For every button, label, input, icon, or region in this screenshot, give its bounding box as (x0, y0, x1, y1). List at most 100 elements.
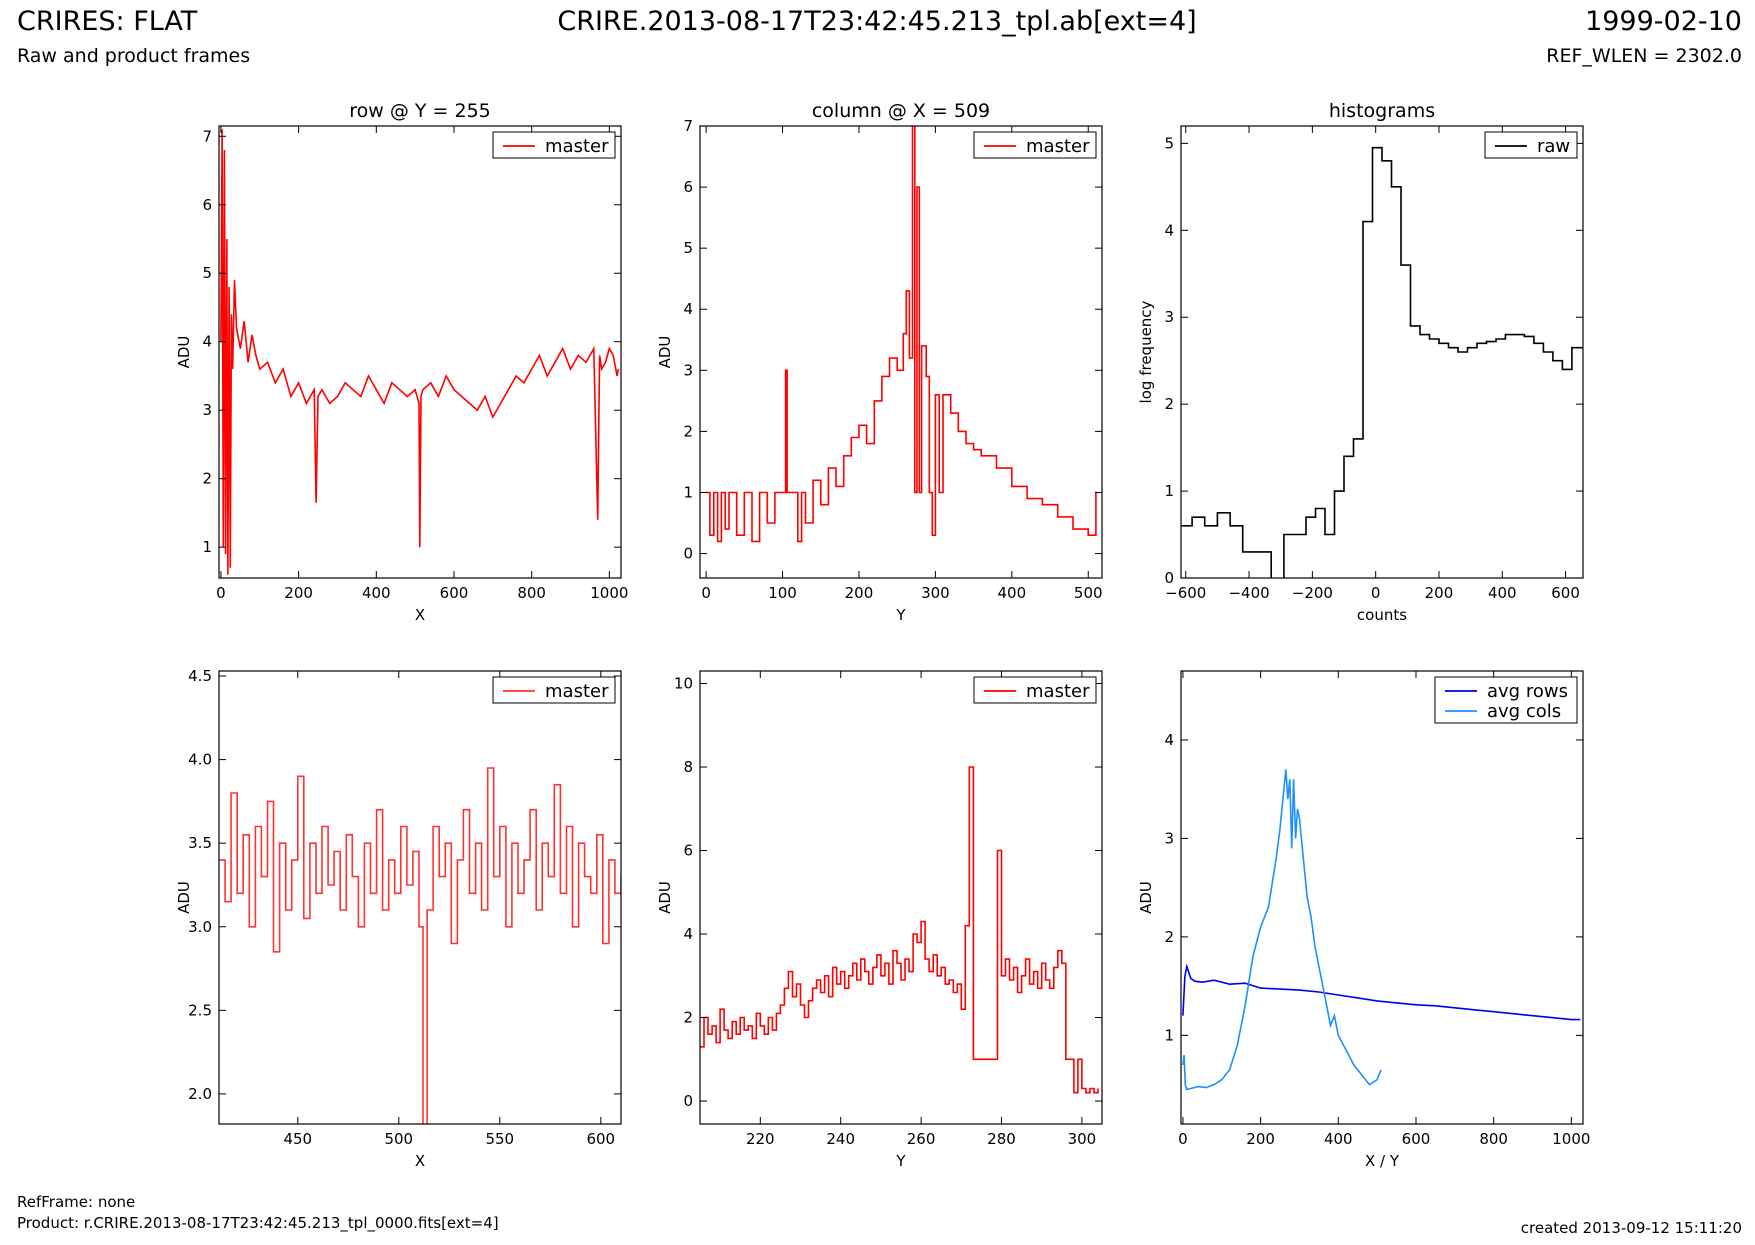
y-tick-label: 2.0 (188, 1085, 212, 1103)
x-tick-label: −600 (1165, 584, 1206, 602)
y-tick-label: 5 (683, 239, 693, 257)
y-tick-label: 1 (202, 538, 212, 556)
created-label: created 2013-09-12 15:11:20 (1520, 1219, 1742, 1237)
y-tick-label: 4 (683, 925, 693, 943)
y-tick-label: 4.0 (188, 751, 212, 769)
x-tick-label: 0 (1371, 584, 1381, 602)
legend-entry: master (1026, 681, 1090, 702)
y-tick-label: 1 (1164, 1026, 1174, 1044)
x-axis-label: X / Y (1365, 1152, 1400, 1170)
axes-frame (1180, 125, 1584, 579)
legend: master (973, 676, 1097, 704)
y-axis-label: ADU (175, 881, 193, 914)
legend-box (492, 676, 616, 704)
x-tick-label: 0 (1178, 1130, 1188, 1148)
y-tick-label: 2.5 (188, 1001, 212, 1019)
x-tick-label: 500 (1074, 584, 1103, 602)
x-tick-label: 600 (440, 584, 469, 602)
x-tick-label: 200 (284, 584, 313, 602)
series-line-row-0 (220, 129, 620, 575)
y-tick-label: 4 (1164, 221, 1174, 239)
panel-row-zoom: 450 500 550 600 2.0 2.5 3.0 3.5 4.0 4.5 X ADU master (175, 667, 622, 1170)
x-tick-label: 600 (1551, 584, 1580, 602)
y-axis-label: log frequency (1137, 300, 1155, 403)
y-tick-label: 3.5 (188, 834, 212, 852)
y-tick-label: 1 (1164, 482, 1174, 500)
refframe-label: RefFrame: none (17, 1193, 136, 1211)
y-tick-label: 4 (683, 300, 693, 318)
page-title: CRIRES: FLAT (17, 6, 198, 37)
file-title: CRIRE.2013-08-17T23:42:45.213_tpl.ab[ext… (557, 6, 1197, 37)
axes-frame (1180, 670, 1584, 1125)
y-tick-label: 0 (1164, 569, 1174, 587)
y-axis-label: ADU (1137, 881, 1155, 914)
series-line-hist-0 (1181, 146, 1583, 578)
y-tick-label: 4 (202, 333, 212, 351)
y-tick-label: 0 (683, 1092, 693, 1110)
y-tick-label: 2 (683, 422, 693, 440)
legend-box (1434, 676, 1578, 724)
y-tick-label: 6 (202, 196, 212, 214)
y-tick-label: 1 (683, 483, 693, 501)
x-tick-label: 1000 (590, 584, 628, 602)
y-axis-label: ADU (656, 336, 674, 369)
legend-box (973, 131, 1097, 159)
x-tick-label: 400 (997, 584, 1026, 602)
x-tick-label: 300 (1068, 1130, 1097, 1148)
x-tick-label: 500 (384, 1130, 413, 1148)
x-axis-label: Y (895, 1152, 906, 1170)
x-tick-label: 220 (746, 1130, 775, 1148)
y-tick-label: 5 (1164, 134, 1174, 152)
x-tick-label: 400 (1488, 584, 1517, 602)
date-title: 1999-02-10 (1585, 6, 1742, 37)
axes-frame (699, 125, 1103, 579)
x-tick-label: 800 (517, 584, 546, 602)
y-tick-label: 7 (202, 127, 212, 145)
y-tick-label: 10 (674, 675, 693, 693)
y-tick-label: 2 (683, 1009, 693, 1027)
y-tick-label: 0 (683, 545, 693, 563)
x-tick-label: 800 (1479, 1130, 1508, 1148)
axes-frame (218, 670, 622, 1125)
panel-title: column @ X = 509 (812, 100, 990, 122)
y-tick-label: 8 (683, 758, 693, 776)
panel-column-zoom: 220 240 260 280 300 0 2 4 6 8 10 Y ADU master (656, 670, 1103, 1170)
x-tick-label: 260 (907, 1130, 936, 1148)
product-label: Product: r.CRIRE.2013-08-17T23:42:45.213… (17, 1214, 499, 1232)
x-tick-label: −400 (1228, 584, 1269, 602)
series-line-column-zoom-0 (700, 766, 1099, 1094)
y-tick-label: 3 (683, 361, 693, 379)
x-axis-label: counts (1357, 606, 1407, 624)
panel-title: histograms (1329, 100, 1435, 122)
ref-wlen-label: REF_WLEN = 2302.0 (1546, 45, 1742, 67)
series-line-avg-1 (1182, 769, 1382, 1091)
x-tick-label: 200 (1425, 584, 1454, 602)
legend-entry: master (1026, 136, 1090, 157)
x-tick-label: 450 (283, 1130, 312, 1148)
x-tick-label: 600 (586, 1130, 615, 1148)
legend-entry: master (545, 681, 609, 702)
x-tick-label: 100 (768, 584, 797, 602)
y-tick-label: 7 (683, 117, 693, 135)
x-tick-label: 300 (921, 584, 950, 602)
x-tick-label: 600 (1402, 1130, 1431, 1148)
x-tick-label: 200 (1246, 1130, 1275, 1148)
y-tick-label: 4 (1164, 731, 1174, 749)
x-tick-label: 400 (1324, 1130, 1353, 1148)
x-tick-label: 1000 (1552, 1130, 1590, 1148)
y-tick-label: 3 (1164, 829, 1174, 847)
y-tick-label: 6 (683, 842, 693, 860)
x-tick-label: 240 (826, 1130, 855, 1148)
y-tick-label: 2 (1164, 928, 1174, 946)
legend: master (492, 676, 616, 704)
panel-hist: −600 −400 −200 0 200 400 600 0 1 2 3 4 5 counts log fr… (1137, 100, 1584, 624)
x-tick-label: −200 (1292, 584, 1333, 602)
series-line-avg-0 (1182, 963, 1581, 1021)
legend-entry: raw (1537, 136, 1570, 157)
legend-entry: avg cols (1487, 701, 1561, 722)
y-tick-label: 5 (202, 264, 212, 282)
x-tick-label: 280 (987, 1130, 1016, 1148)
axes-frame (218, 125, 622, 579)
axes-frame (699, 670, 1103, 1125)
